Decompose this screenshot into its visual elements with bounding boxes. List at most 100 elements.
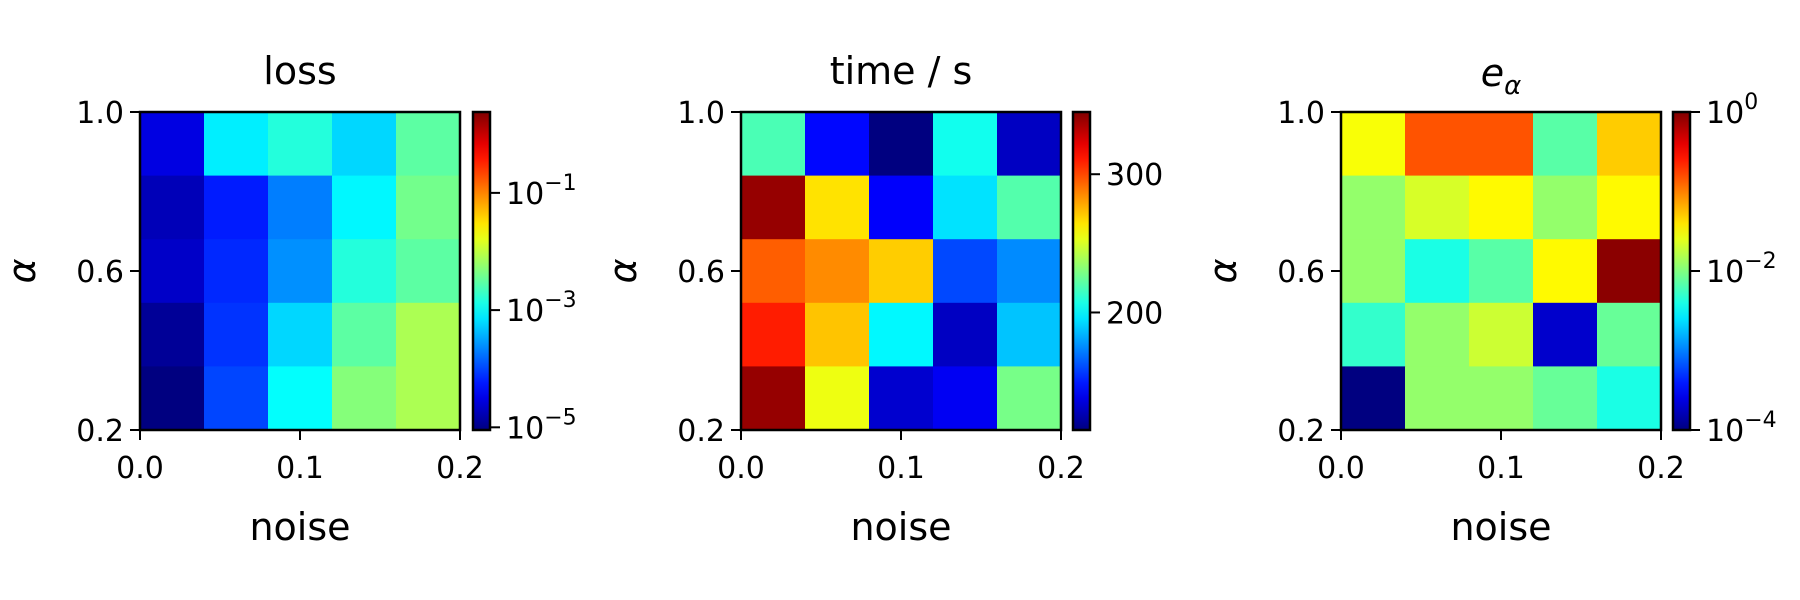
x-tick-label: 0.1: [276, 451, 324, 486]
heatmap-cell: [1405, 175, 1470, 240]
y-axis-label: α: [601, 258, 645, 283]
x-tick-label: 0.2: [436, 451, 484, 486]
heatmap-cell: [268, 366, 333, 431]
colorbar-tick-label: 10−3: [506, 288, 577, 329]
heatmap-cell: [1533, 239, 1598, 304]
heatmap-cell: [933, 366, 998, 431]
heatmap-panel-1: 0.0 0.1 0.2 0.2 0.6 1.0 loss noise α 10−5 10−3 10−1: [0, 49, 577, 549]
colorbar-frame: [471, 110, 492, 432]
heatmap-cell: [997, 302, 1062, 367]
heatmap-cell: [1341, 239, 1406, 304]
y-axis-label: α: [1201, 258, 1245, 283]
y-tick-label: 1.0: [677, 96, 725, 131]
heatmap-cell: [1469, 366, 1534, 431]
heatmap-cell: [1341, 175, 1406, 240]
heatmap-cell: [1597, 366, 1662, 431]
heatmap-cell: [933, 239, 998, 304]
y-tick-label: 0.6: [76, 255, 124, 290]
colorbar-tick-label: 200: [1106, 296, 1163, 331]
heatmap-cell: [805, 239, 870, 304]
heatmap-cell: [140, 302, 205, 367]
heatmap-cell: [1533, 175, 1598, 240]
heatmap-cell: [396, 112, 461, 177]
heatmap-panel-3: 0.0 0.1 0.2 0.2 0.6 1.0 eα noise α 10−4 10−2 100: [1201, 51, 1777, 549]
heatmap-cell: [1341, 112, 1406, 177]
heatmap-cell: [332, 239, 397, 304]
heatmap-cell: [997, 239, 1062, 304]
heatmap-cell: [1597, 112, 1662, 177]
heatmap-cell: [332, 302, 397, 367]
colorbar-gradient: [1673, 112, 1690, 430]
colorbar-tick-label: 10−5: [506, 405, 577, 446]
heatmap-cell: [741, 175, 806, 240]
heatmap-cell: [805, 175, 870, 240]
heatmap-cell: [1533, 112, 1598, 177]
heatmap-cell: [741, 302, 806, 367]
x-tick-label: 0.2: [1037, 451, 1085, 486]
heatmap-cell: [1405, 302, 1470, 367]
x-axis-label: noise: [850, 505, 951, 549]
y-tick-label: 0.6: [1277, 255, 1325, 290]
heatmap-cell: [1469, 302, 1534, 367]
heatmap-cell: [1597, 302, 1662, 367]
colorbar-frame: [1071, 110, 1092, 432]
heatmap-cell: [933, 302, 998, 367]
heatmap-cell: [1469, 175, 1534, 240]
heatmap-cell: [1405, 239, 1470, 304]
colorbar-tick-label: 10−4: [1706, 408, 1777, 449]
chart-title: loss: [263, 49, 336, 93]
heatmap-cell: [140, 239, 205, 304]
y-tick-label: 0.2: [677, 414, 725, 449]
heatmap-cell: [268, 302, 333, 367]
heatmap-cell: [332, 175, 397, 240]
x-tick-label: 0.1: [1477, 451, 1525, 486]
heatmap-cell: [332, 366, 397, 431]
heatmap-cell: [1405, 112, 1470, 177]
x-axis-label: noise: [1450, 505, 1551, 549]
heatmap-cell: [204, 302, 269, 367]
heatmap-cell: [869, 302, 934, 367]
heatmap-cell: [869, 366, 934, 431]
heatmap-cell: [869, 112, 934, 177]
heatmap-cell: [204, 239, 269, 304]
colorbar-tick-label: 10−1: [506, 171, 577, 212]
heatmap-cell: [1533, 302, 1598, 367]
heatmap-cell: [204, 175, 269, 240]
heatmap-cell: [869, 175, 934, 240]
x-tick-label: 0.1: [877, 451, 925, 486]
heatmap-cell: [805, 366, 870, 431]
heatmap-cell: [396, 302, 461, 367]
x-axis-label: noise: [249, 505, 350, 549]
heatmap-cell: [140, 175, 205, 240]
colorbar-tick-label: 300: [1106, 158, 1163, 193]
heatmap-cell: [268, 239, 333, 304]
heatmap-cell: [933, 175, 998, 240]
heatmap-cell: [805, 302, 870, 367]
heatmap-cell: [268, 175, 333, 240]
chart-title: time / s: [830, 49, 973, 93]
x-tick-label: 0.0: [116, 451, 164, 486]
heatmap-cell: [140, 112, 205, 177]
heatmap-cell: [997, 112, 1062, 177]
heatmap-cell: [1341, 302, 1406, 367]
heatmap-cell: [741, 366, 806, 431]
heatmap-cell: [1597, 239, 1662, 304]
colorbar: 10−4 10−2 100: [1671, 90, 1777, 449]
colorbar: 200 300: [1071, 110, 1163, 432]
chart-title: eα: [1481, 51, 1522, 101]
heatmap-cell: [204, 366, 269, 431]
heatmap-cell: [805, 112, 870, 177]
heatmap-cell: [396, 175, 461, 240]
colorbar-tick-label: 10−2: [1706, 249, 1777, 290]
heatmap-cell: [268, 112, 333, 177]
colorbar-tick-label: 100: [1706, 90, 1758, 131]
heatmap-cell: [396, 239, 461, 304]
heatmap-cell: [1469, 239, 1534, 304]
colorbar: 10−5 10−3 10−1: [471, 110, 577, 446]
y-tick-label: 1.0: [1277, 96, 1325, 131]
x-tick-label: 0.0: [717, 451, 765, 486]
x-tick-label: 0.2: [1637, 451, 1685, 486]
heatmap-cell: [997, 175, 1062, 240]
heatmap-cell: [869, 239, 934, 304]
heatmap-cell: [741, 112, 806, 177]
